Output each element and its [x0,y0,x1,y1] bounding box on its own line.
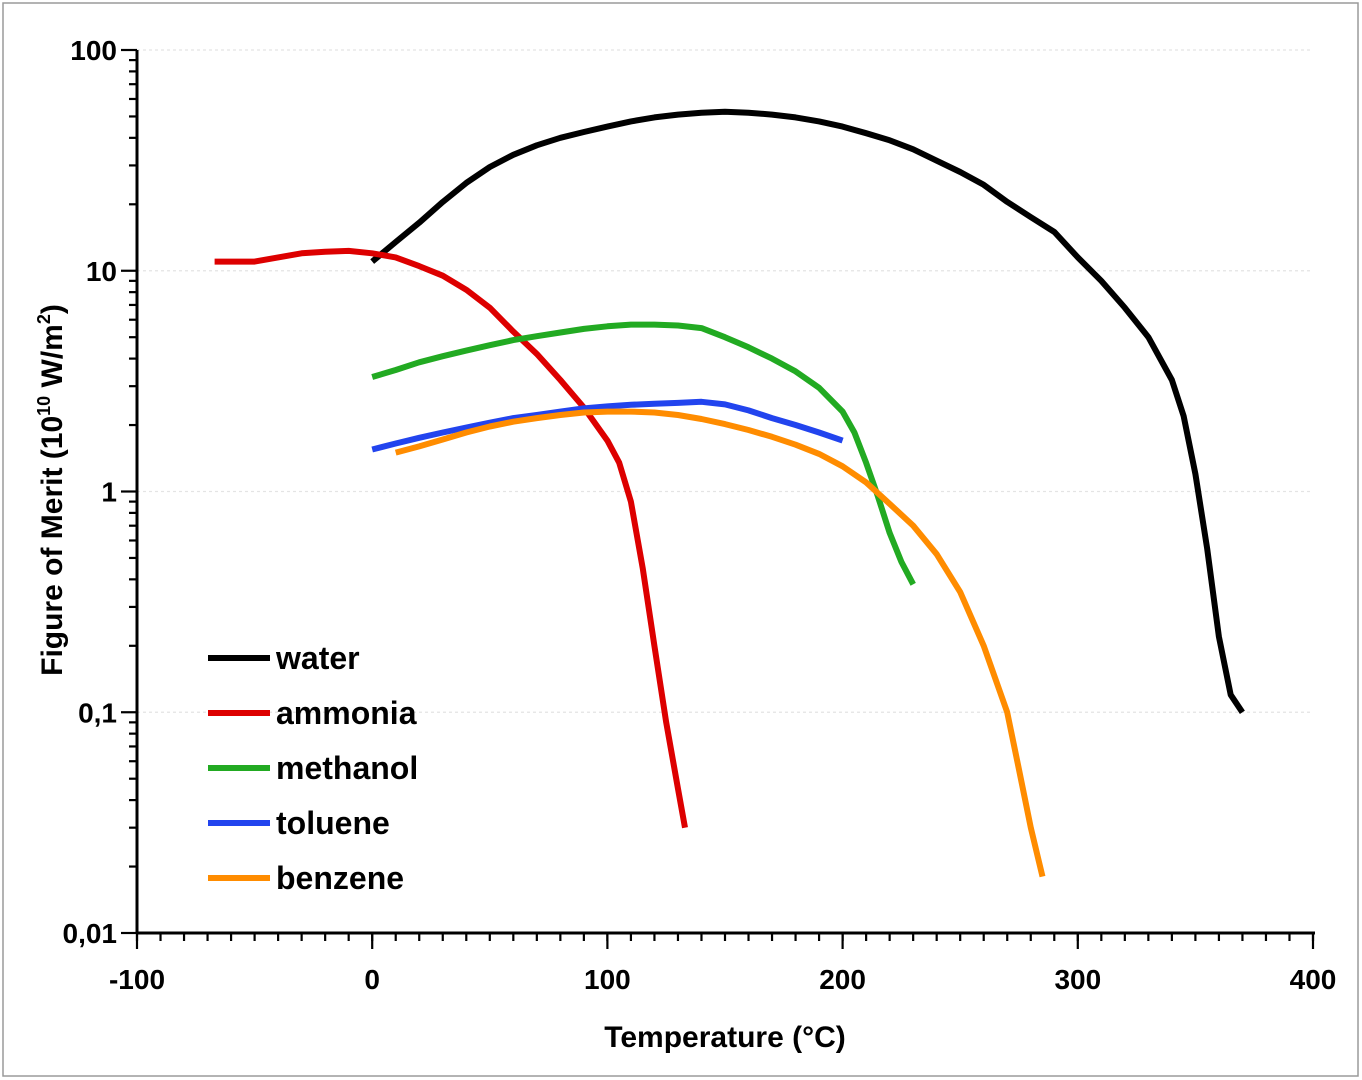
series-line-toluene [371,398,844,453]
x-tick-label: 200 [819,964,866,995]
grid-layer [137,49,1313,713]
series-line-water [370,108,1245,714]
series-line-benzene [394,408,1046,878]
legend-label-water: water [275,640,360,676]
y-tick-label: 1 [101,477,117,508]
y-axis-title: Figure of Merit (1010 W/m2) [34,304,69,676]
series-layer [214,108,1245,878]
legend-label-benzene: benzene [276,860,404,896]
y-axis-title-mid: W/m [36,324,69,396]
legend-label-methanol: methanol [276,750,418,786]
legend-label-ammonia: ammonia [276,695,417,731]
y-tick-label: 100 [70,35,117,66]
legend: water ammonia methanol toluene benzene [208,640,418,896]
y-axis-title-prefix: Figure of Merit (10 [36,416,69,676]
x-tick-label: 0 [364,964,380,995]
y-tick-label: 0,1 [78,697,117,728]
tick-labels-layer: -100 0 100 200 300 400 0,01 0,1 1 10 100 [63,35,1337,995]
x-tick-label: 300 [1054,964,1101,995]
x-axis-title: Temperature (°C) [604,1021,845,1054]
x-tick-label: 400 [1290,964,1337,995]
y-axis-title-sup2: 2 [34,314,54,324]
ticks-layer [121,48,1315,949]
legend-label-toluene: toluene [276,805,390,841]
x-tick-label: 100 [584,964,631,995]
y-tick-label: 0,01 [63,918,118,949]
series-line-methanol [371,321,916,586]
x-tick-label: -100 [109,964,165,995]
series-line-ammonia [214,247,688,829]
y-tick-label: 10 [86,256,117,287]
y-axis-title-suffix: ) [36,304,69,314]
y-axis-title-sup1: 10 [34,396,54,416]
